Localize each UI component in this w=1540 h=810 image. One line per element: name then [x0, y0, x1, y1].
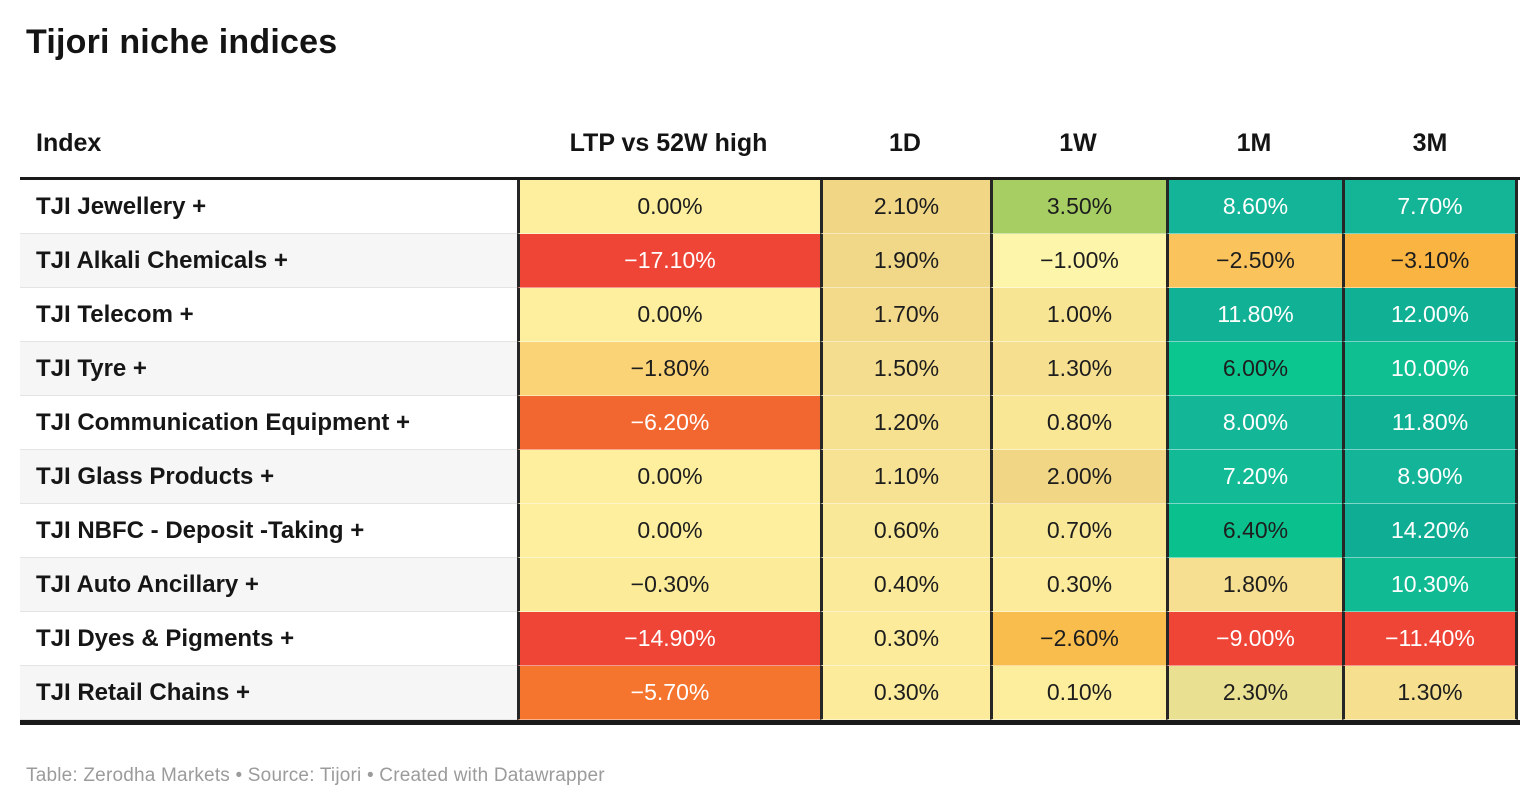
value-cell-1w: 3.50%	[990, 180, 1166, 234]
index-cell[interactable]: TJI Glass Products +	[20, 450, 517, 504]
index-cell[interactable]: TJI Dyes & Pigments +	[20, 612, 517, 666]
value-cell-ltp-vs-52w-high: 0.00%	[517, 504, 820, 558]
value-cell-1w: −1.00%	[990, 234, 1166, 288]
index-cell[interactable]: TJI Communication Equipment +	[20, 396, 517, 450]
table-row: TJI Alkali Chemicals + −17.10% 1.90% −1.…	[20, 234, 1520, 288]
column-header-1w: 1W	[1059, 129, 1097, 157]
table-row: TJI Jewellery + 0.00% 2.10% 3.50% 8.60% …	[20, 180, 1520, 234]
index-cell[interactable]: TJI Telecom +	[20, 288, 517, 342]
value-cell-1m: 7.20%	[1166, 450, 1342, 504]
value-cell-1w: 1.30%	[990, 342, 1166, 396]
table-body: TJI Jewellery + 0.00% 2.10% 3.50% 8.60% …	[20, 180, 1520, 725]
value-cell-1d: 1.90%	[820, 234, 990, 288]
value-cell-1m: −9.00%	[1166, 612, 1342, 666]
index-cell[interactable]: TJI Retail Chains +	[20, 666, 517, 720]
column-header-index: Index	[36, 129, 102, 157]
value-cell-ltp-vs-52w-high: −17.10%	[517, 234, 820, 288]
indices-table: Index LTP vs 52W high 1D 1W 1M 3M TJI Je…	[20, 110, 1520, 725]
value-cell-1w: 2.00%	[990, 450, 1166, 504]
value-cell-1d: 0.30%	[820, 666, 990, 720]
value-cell-ltp-vs-52w-high: −6.20%	[517, 396, 820, 450]
table-row: TJI Retail Chains + −5.70% 0.30% 0.10% 2…	[20, 666, 1520, 720]
value-cell-1d: 1.50%	[820, 342, 990, 396]
value-cell-3m: 1.30%	[1342, 666, 1518, 720]
table-row: TJI Dyes & Pigments + −14.90% 0.30% −2.6…	[20, 612, 1520, 666]
value-cell-3m: 11.80%	[1342, 396, 1518, 450]
table-header-row: Index LTP vs 52W high 1D 1W 1M 3M	[20, 110, 1520, 180]
value-cell-1m: 6.40%	[1166, 504, 1342, 558]
value-cell-1w: 0.30%	[990, 558, 1166, 612]
value-cell-3m: −3.10%	[1342, 234, 1518, 288]
index-cell[interactable]: TJI Jewellery +	[20, 180, 517, 234]
value-cell-1d: 1.70%	[820, 288, 990, 342]
value-cell-ltp-vs-52w-high: 0.00%	[517, 450, 820, 504]
column-header-1d: 1D	[889, 129, 921, 157]
value-cell-1d: 1.20%	[820, 396, 990, 450]
table-row: TJI Telecom + 0.00% 1.70% 1.00% 11.80% 1…	[20, 288, 1520, 342]
value-cell-1m: 8.60%	[1166, 180, 1342, 234]
column-header-1m: 1M	[1236, 129, 1272, 157]
index-cell[interactable]: TJI NBFC - Deposit -Taking +	[20, 504, 517, 558]
column-header-ltp-vs-52w-high: LTP vs 52W high	[569, 129, 768, 157]
value-cell-3m: 10.30%	[1342, 558, 1518, 612]
table-row: TJI Communication Equipment + −6.20% 1.2…	[20, 396, 1520, 450]
value-cell-1w: 0.80%	[990, 396, 1166, 450]
value-cell-ltp-vs-52w-high: 0.00%	[517, 180, 820, 234]
value-cell-ltp-vs-52w-high: −1.80%	[517, 342, 820, 396]
footer-attribution: Table: Zerodha Markets • Source: Tijori …	[26, 765, 605, 786]
value-cell-1d: 0.30%	[820, 612, 990, 666]
table-row: TJI Glass Products + 0.00% 1.10% 2.00% 7…	[20, 450, 1520, 504]
index-cell[interactable]: TJI Tyre +	[20, 342, 517, 396]
value-cell-3m: −11.40%	[1342, 612, 1518, 666]
value-cell-1m: −2.50%	[1166, 234, 1342, 288]
value-cell-ltp-vs-52w-high: −0.30%	[517, 558, 820, 612]
value-cell-1d: 1.10%	[820, 450, 990, 504]
value-cell-3m: 10.00%	[1342, 342, 1518, 396]
table-row: TJI Auto Ancillary + −0.30% 0.40% 0.30% …	[20, 558, 1520, 612]
value-cell-1d: 2.10%	[820, 180, 990, 234]
index-cell[interactable]: TJI Auto Ancillary +	[20, 558, 517, 612]
value-cell-3m: 14.20%	[1342, 504, 1518, 558]
value-cell-1w: 0.10%	[990, 666, 1166, 720]
value-cell-3m: 8.90%	[1342, 450, 1518, 504]
page-title: Tijori niche indices	[26, 23, 338, 61]
value-cell-ltp-vs-52w-high: 0.00%	[517, 288, 820, 342]
value-cell-1m: 2.30%	[1166, 666, 1342, 720]
value-cell-1w: 1.00%	[990, 288, 1166, 342]
value-cell-ltp-vs-52w-high: −14.90%	[517, 612, 820, 666]
table-row: TJI NBFC - Deposit -Taking + 0.00% 0.60%…	[20, 504, 1520, 558]
value-cell-3m: 7.70%	[1342, 180, 1518, 234]
value-cell-1w: 0.70%	[990, 504, 1166, 558]
value-cell-1m: 1.80%	[1166, 558, 1342, 612]
value-cell-1m: 11.80%	[1166, 288, 1342, 342]
column-header-3m: 3M	[1412, 129, 1448, 157]
value-cell-1d: 0.40%	[820, 558, 990, 612]
index-cell[interactable]: TJI Alkali Chemicals +	[20, 234, 517, 288]
value-cell-1w: −2.60%	[990, 612, 1166, 666]
value-cell-ltp-vs-52w-high: −5.70%	[517, 666, 820, 720]
value-cell-1d: 0.60%	[820, 504, 990, 558]
table-row: TJI Tyre + −1.80% 1.50% 1.30% 6.00% 10.0…	[20, 342, 1520, 396]
value-cell-3m: 12.00%	[1342, 288, 1518, 342]
value-cell-1m: 6.00%	[1166, 342, 1342, 396]
value-cell-1m: 8.00%	[1166, 396, 1342, 450]
